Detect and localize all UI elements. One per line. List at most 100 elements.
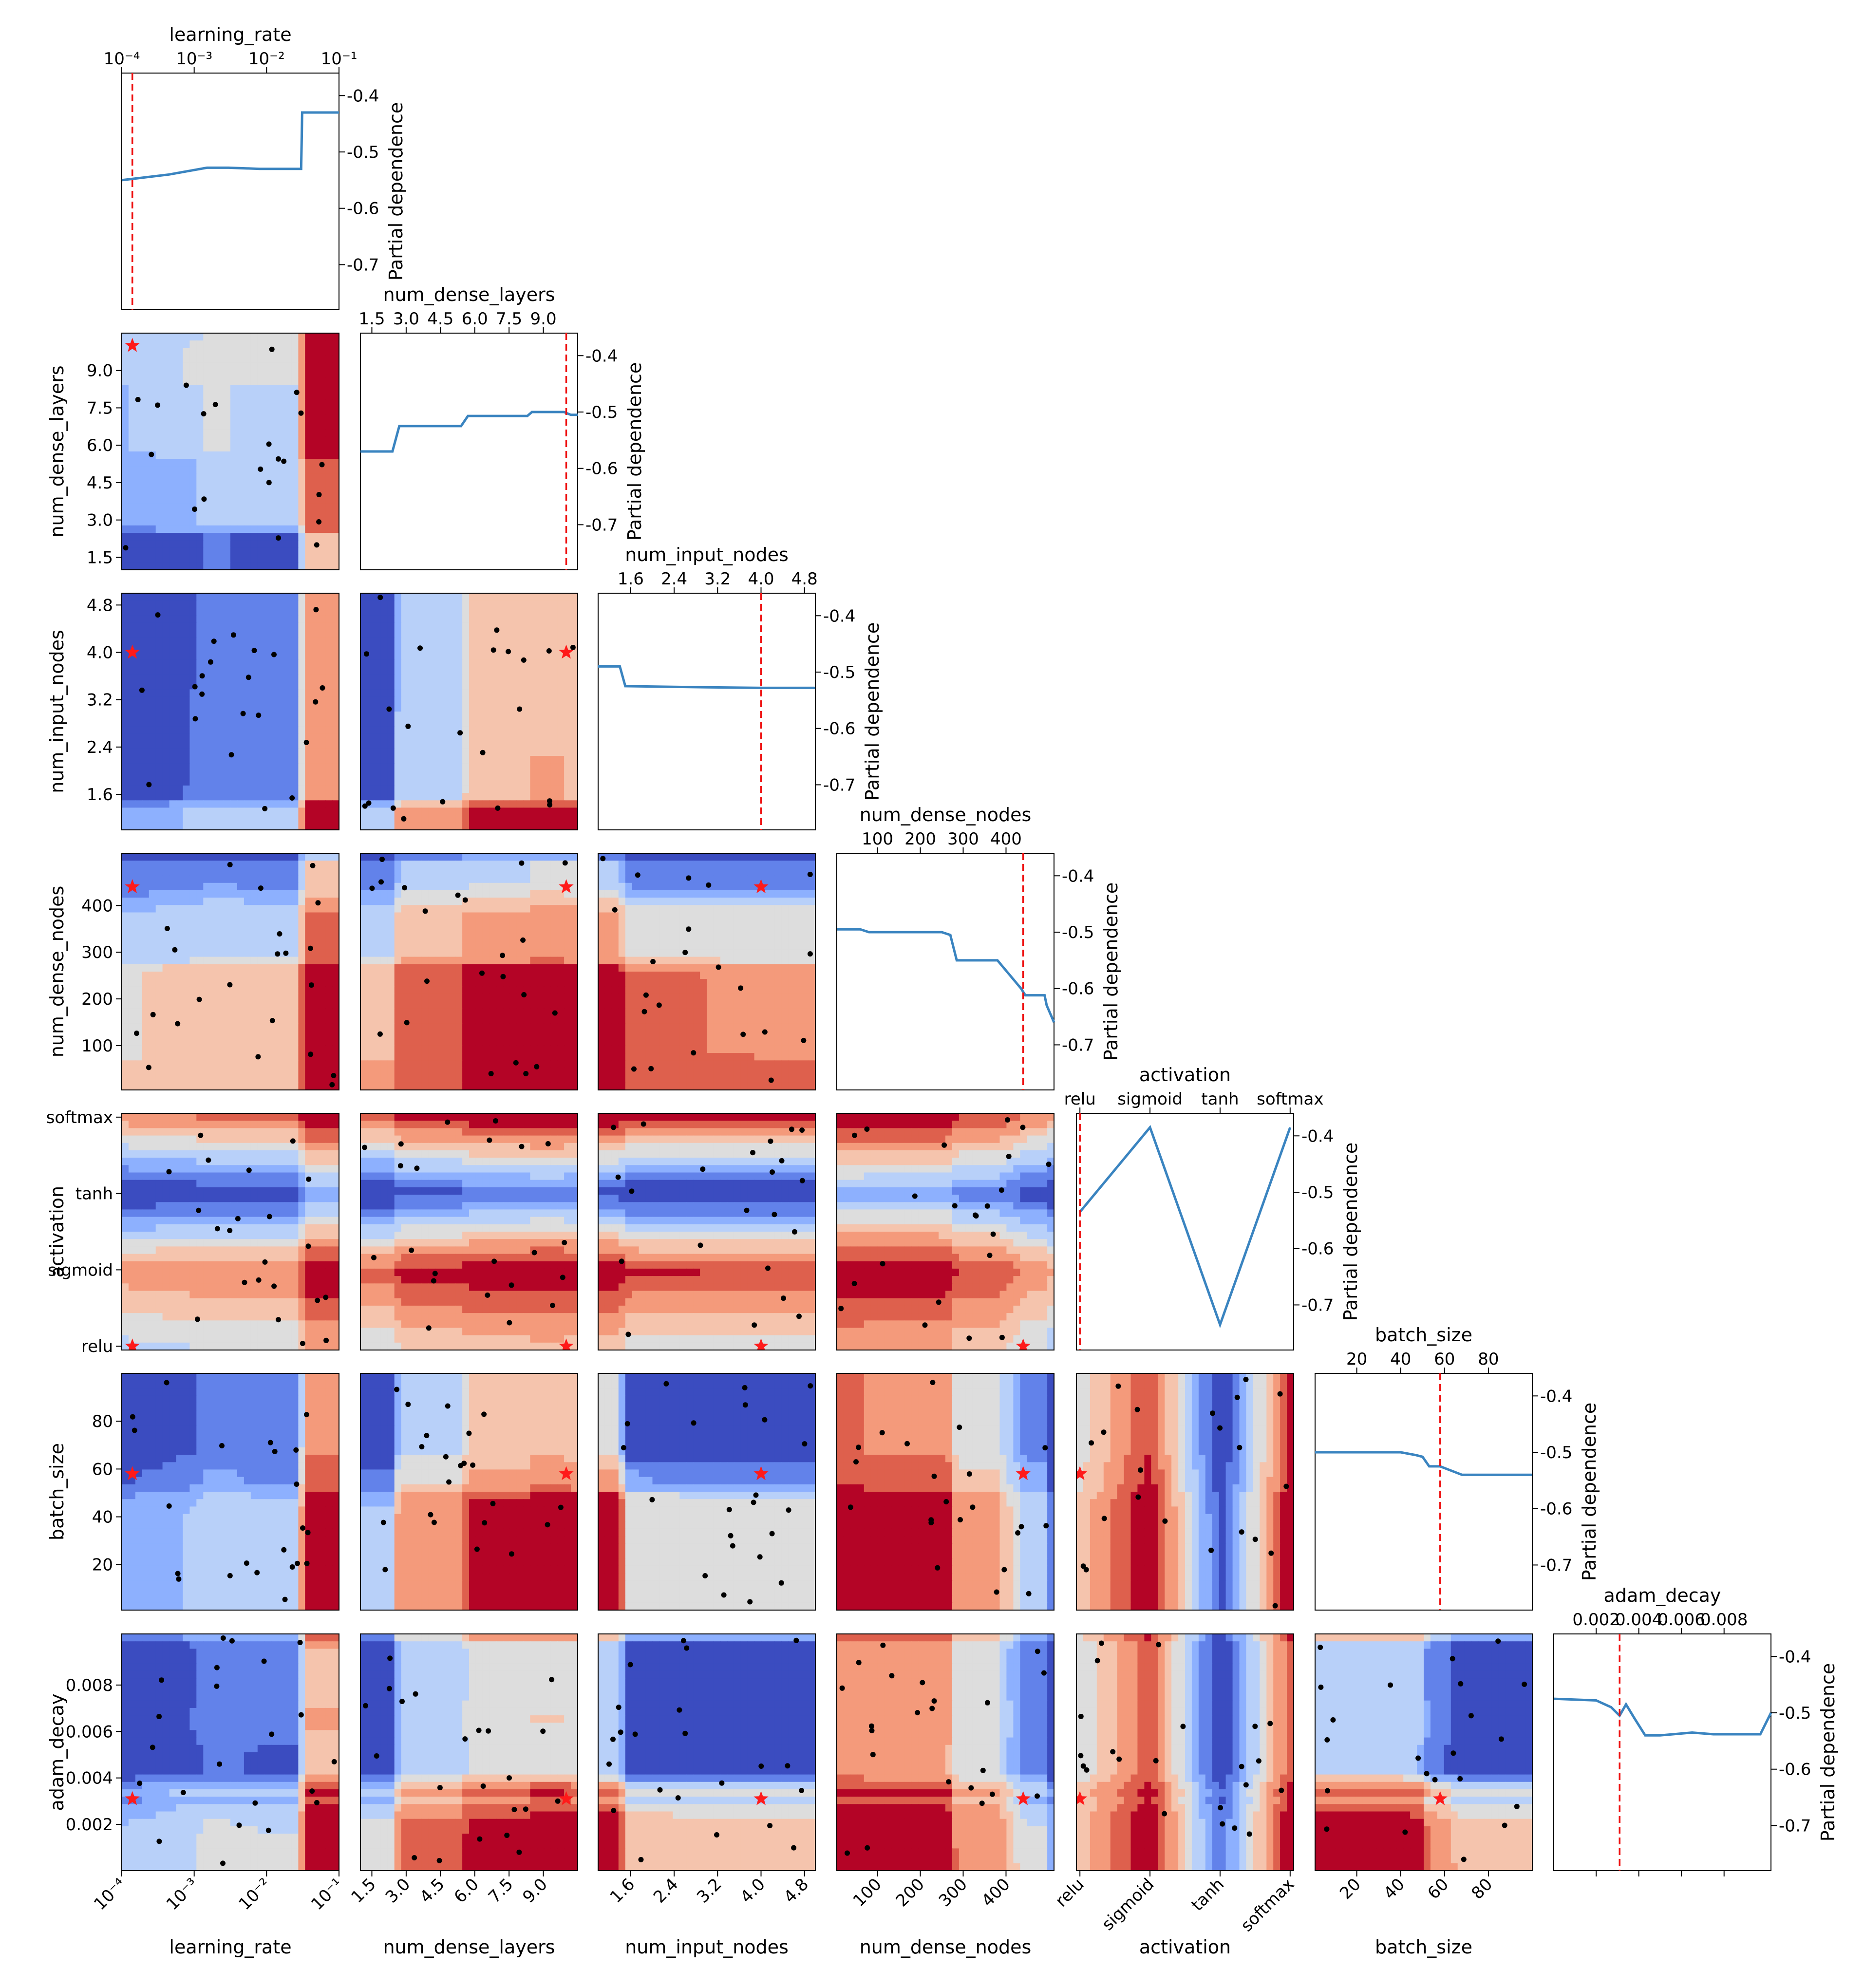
contour-cell [449,868,456,876]
contour-cell [421,615,429,623]
contour-cell [230,912,238,920]
contour-cell [244,473,251,482]
contour-cell [169,756,177,764]
contour-cell [469,778,476,786]
contour-cell [244,935,251,943]
contour-cell [169,1016,177,1024]
contour-cell [278,466,285,474]
contour-cell [305,645,312,653]
contour-cell [176,362,184,371]
contour-cell [360,675,368,683]
contour-cell [305,436,312,445]
contour-cell [421,793,429,801]
contour-cell [264,733,272,742]
contour-cell [367,719,375,727]
contour-cell [128,1001,136,1009]
contour-cell [571,652,578,660]
contour-cell [380,912,388,920]
contour-cell [312,355,319,363]
contour-cell [421,956,429,965]
contour-cell [516,645,524,653]
contour-cell [264,704,272,712]
sample-point [258,885,264,891]
contour-cell [414,785,422,793]
contour-cell [128,770,136,779]
contour-cell [122,733,129,742]
contour-cell [319,533,326,541]
contour-cell [189,1031,197,1039]
contour-cell [284,785,292,793]
contour-cell [284,898,292,906]
contour-cell [284,436,292,445]
contour-cell [135,630,143,638]
contour-cell [155,630,163,638]
contour-cell [264,645,272,653]
contour-cell [230,459,238,467]
contour-cell [250,600,258,609]
contour-cell [257,600,265,609]
contour-cell [189,377,197,386]
contour-cell [271,593,279,601]
contour-cell [244,994,251,1002]
contour-cell [360,630,368,638]
contour-cell [250,682,258,690]
diag-xtick-label: softmax [1257,1089,1323,1109]
contour-cell [414,630,422,638]
contour-cell [122,370,129,378]
contour-cell [237,770,245,779]
contour-cell [482,875,490,883]
contour-cell [142,422,150,430]
contour-cell [319,525,326,533]
contour-cell [537,600,545,609]
contour-cell [475,652,483,660]
contour-cell [455,689,463,697]
contour-cell [537,935,545,943]
contour-cell [169,533,177,541]
contour-cell [278,875,285,883]
contour-cell [210,800,217,808]
contour-cell [298,355,306,363]
contour-cell [284,466,292,474]
contour-cell [257,748,265,756]
contour-cell [530,667,538,675]
contour-cell [264,540,272,548]
contour-cell [557,719,565,727]
contour-cell [530,793,538,801]
contour-cell [367,898,375,906]
contour-cell [523,949,531,957]
contour-cell [401,927,409,935]
contour-cell [530,822,538,830]
diag-xtick-label: 9.0 [530,309,557,329]
contour-cell [421,748,429,756]
contour-cell [183,407,190,415]
contour-cell [564,972,571,979]
contour-cell [380,927,388,935]
contour-fill [122,333,339,570]
contour-cell [291,377,299,386]
contour-cell [257,919,265,928]
contour-cell [428,875,436,883]
contour-cell [217,399,224,408]
contour-cell [128,1008,136,1016]
contour-cell [516,949,524,957]
contour-cell [176,748,184,756]
contour-cell [564,942,571,950]
contour-cell [271,436,279,445]
contour-cell [162,503,170,511]
contour-cell [442,638,449,646]
contour-cell [284,630,292,638]
contour-cell [278,770,285,779]
contour-cell [169,793,177,801]
contour-cell [278,399,285,408]
contour-cell [482,600,490,609]
contour-cell [203,600,210,609]
contour-cell [305,355,312,363]
contour-cell [319,1075,326,1083]
contour-cell [523,868,531,876]
contour-cell [394,622,402,631]
contour-cell [142,638,150,646]
contour-cell [135,436,143,445]
contour-cell [298,815,306,823]
contour-cell [401,652,409,660]
contour-cell [217,622,224,631]
